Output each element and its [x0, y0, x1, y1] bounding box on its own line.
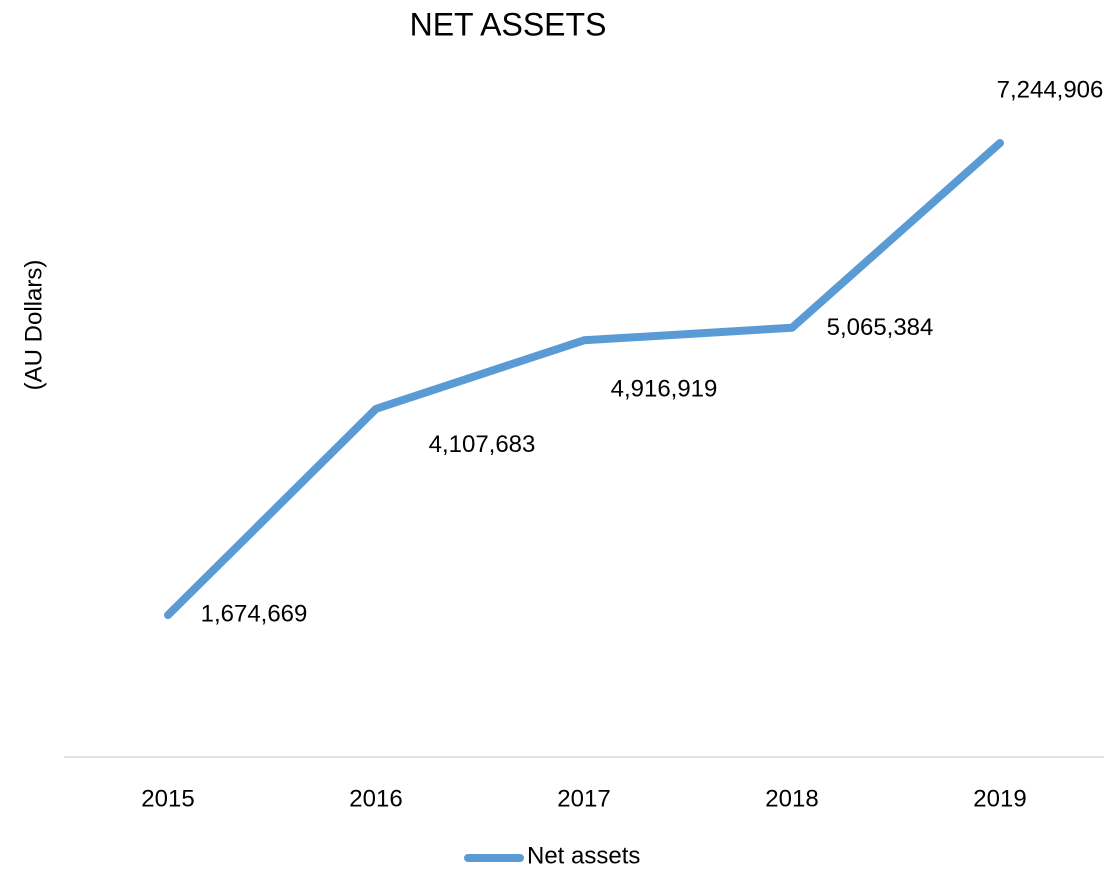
line-series	[164, 138, 1004, 620]
x-tick-label: 2016	[349, 785, 402, 812]
x-tick-label: 2018	[765, 785, 818, 812]
x-tick-label: 2017	[557, 785, 610, 812]
legend-label: Net assets	[527, 842, 640, 869]
y-axis-label: (AU Dollars)	[20, 260, 47, 391]
x-tick-label: 2019	[973, 785, 1026, 812]
data-label: 7,244,906	[997, 76, 1104, 103]
x-tick-label: 2015	[141, 785, 194, 812]
data-label: 4,107,683	[429, 431, 536, 458]
data-label: 5,065,384	[827, 314, 934, 341]
data-label: 4,916,919	[611, 376, 718, 403]
chart-title: NET ASSETS	[410, 6, 607, 42]
data-label: 1,674,669	[201, 600, 308, 627]
